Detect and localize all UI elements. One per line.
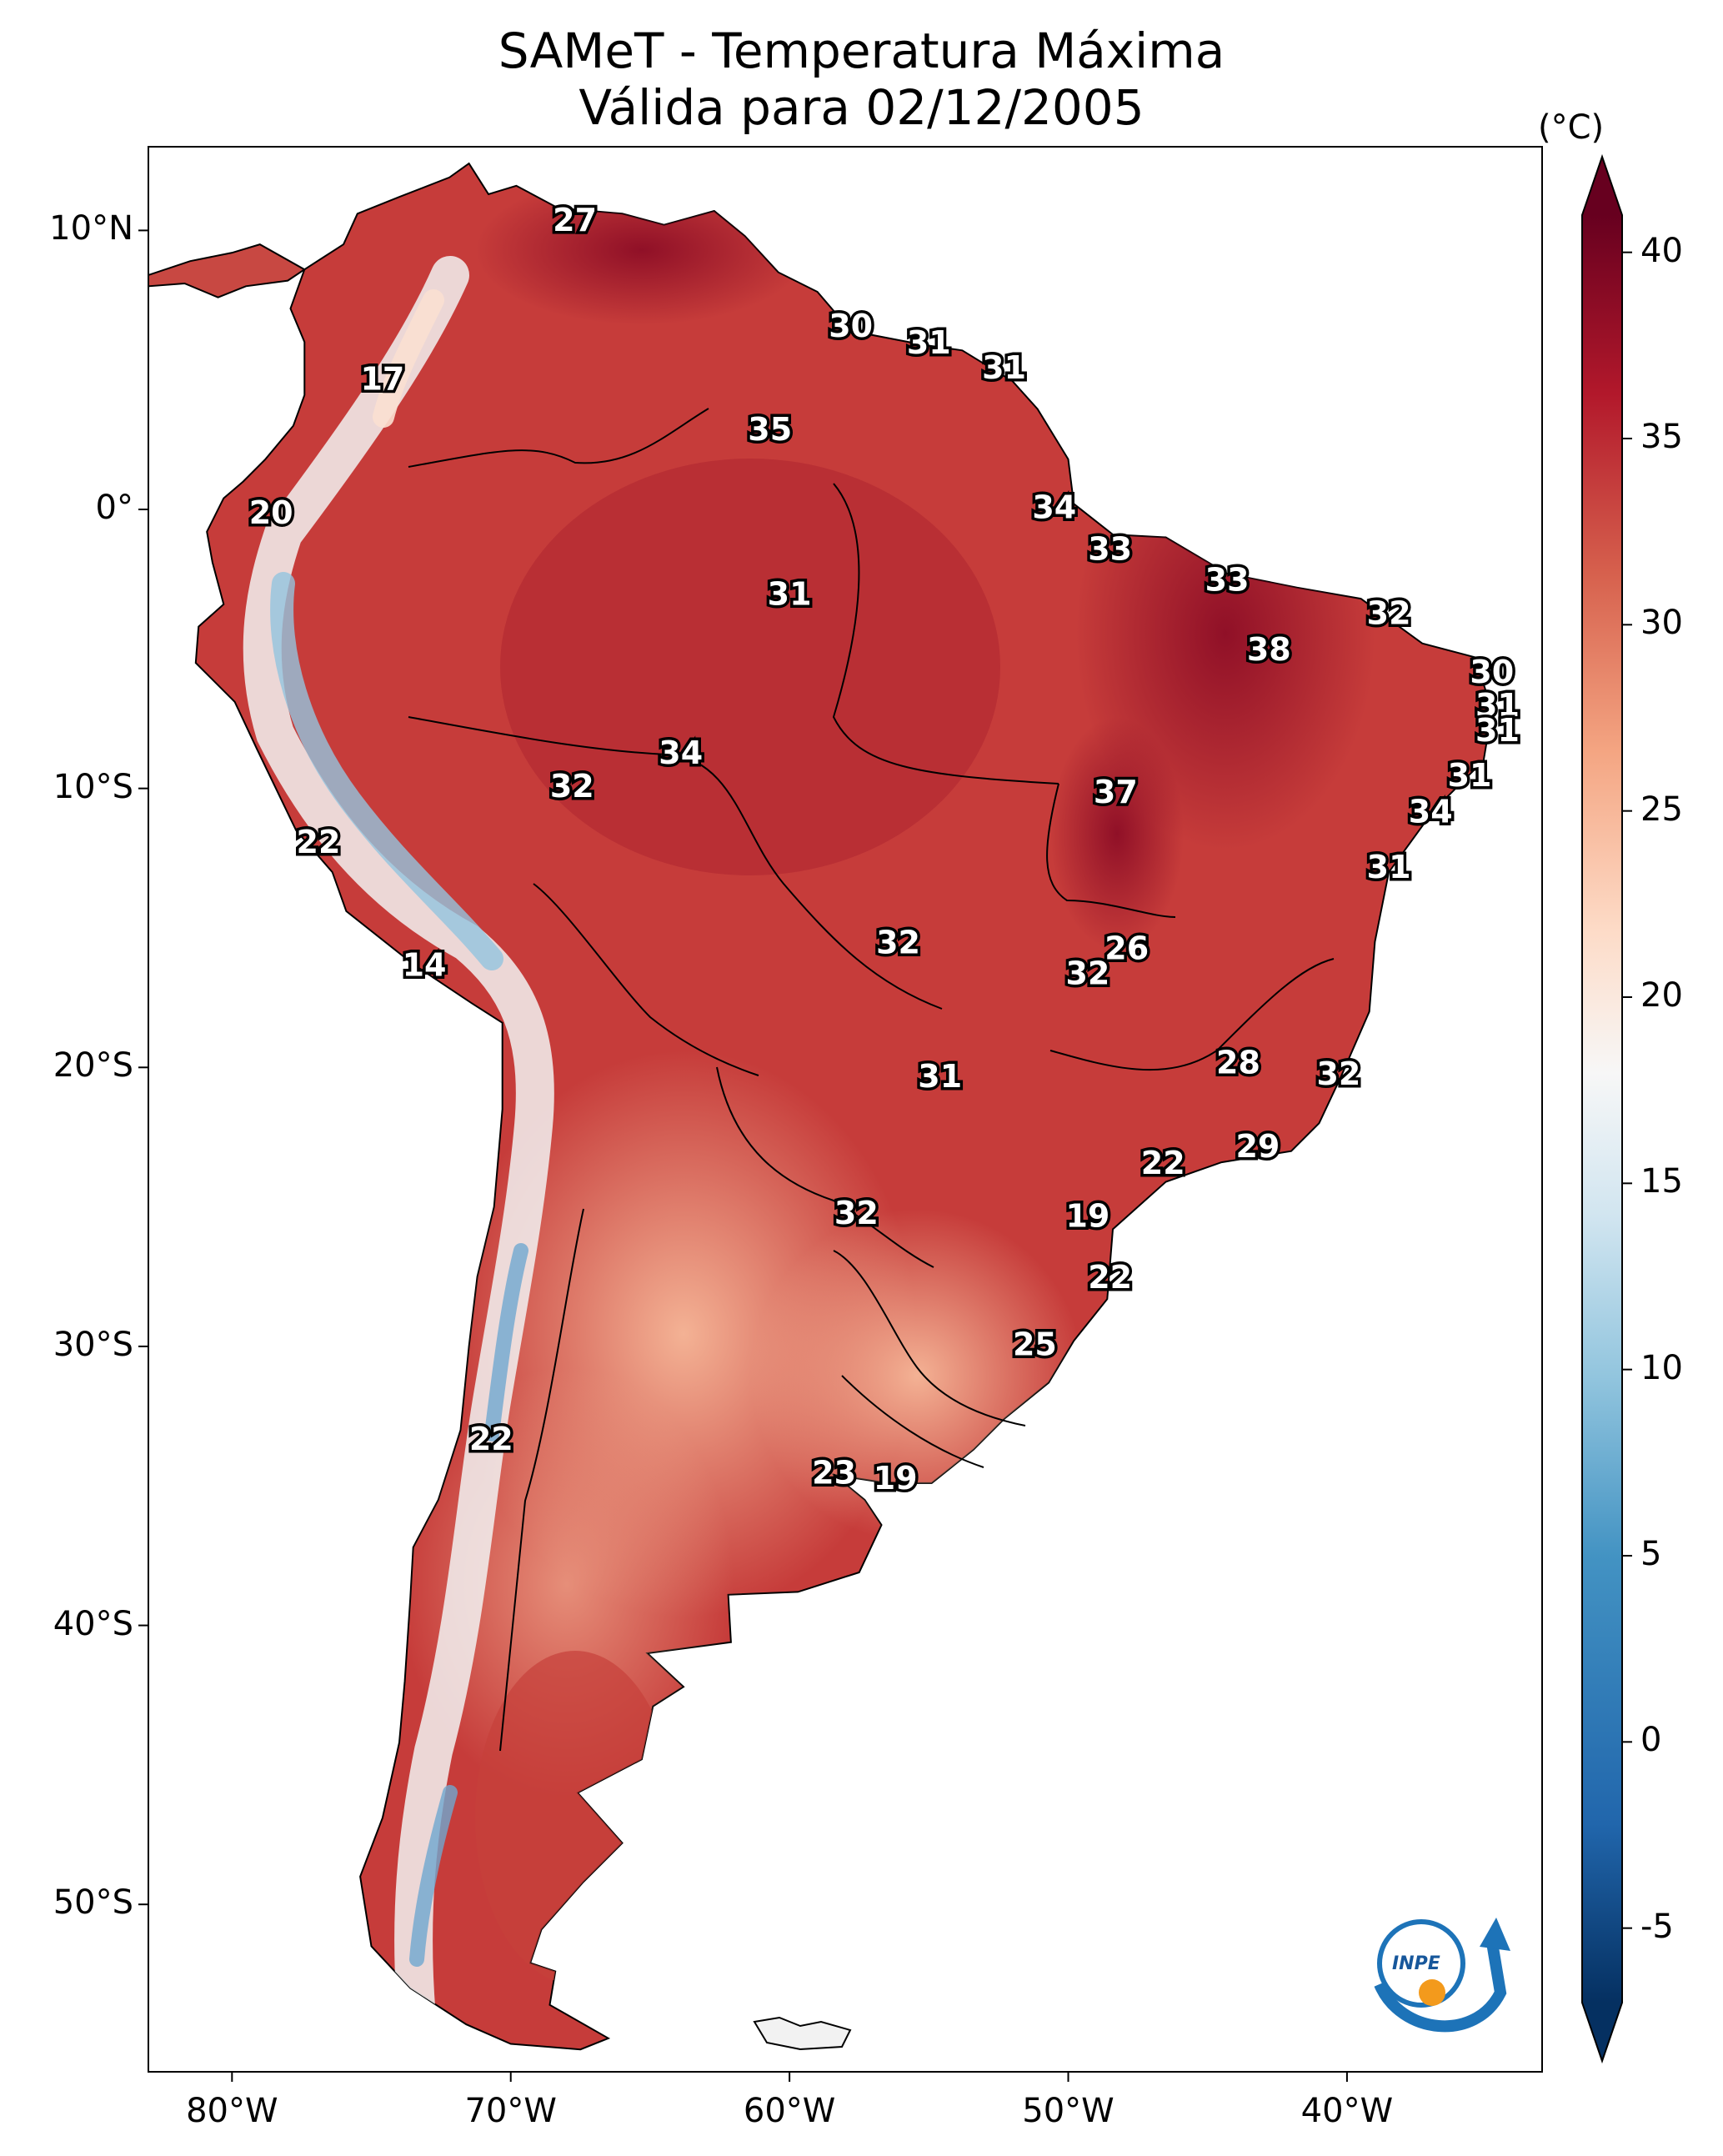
colorbar-tick-label: 10 <box>1640 1348 1683 1387</box>
lon-tick-label: 40°W <box>1300 2092 1394 2130</box>
station-value-label: 34 <box>659 735 703 771</box>
station-value-label: 31 <box>907 324 951 361</box>
station-value-label: 19 <box>874 1460 918 1497</box>
station-value-label: 31 <box>1475 687 1520 724</box>
axis-ticks <box>138 229 1348 2082</box>
lat-tick-label: 0° <box>95 489 133 528</box>
station-value-label: 22 <box>1088 1259 1132 1296</box>
colorbar <box>1581 153 1632 2064</box>
station-value-label: 22 <box>1141 1145 1185 1181</box>
station-value-label: 31 <box>982 349 1026 386</box>
station-value-label: 33 <box>1088 531 1132 568</box>
lat-tick-label: 30°S <box>53 1325 133 1364</box>
lon-tick-label: 50°W <box>1022 2092 1114 2130</box>
lat-tick-label: 10°S <box>53 767 133 806</box>
station-value-label: 26 <box>1104 930 1149 966</box>
station-value-label: 33 <box>1205 562 1250 599</box>
station-value-label: 32 <box>1367 595 1411 632</box>
station-value-label: 35 <box>748 411 792 448</box>
station-value-label: 30 <box>829 308 873 344</box>
colorbar-tick-label: 30 <box>1640 604 1683 643</box>
station-value-label: 22 <box>297 824 341 860</box>
map-subtitle: Válida para 02/12/2005 <box>579 79 1144 136</box>
colorbar-tick-label: -5 <box>1640 1907 1674 1946</box>
lat-tick-label: 40°S <box>53 1604 133 1643</box>
map-title: SAMeT - Temperatura Máxima <box>498 23 1225 79</box>
station-value-label: 32 <box>1316 1055 1360 1092</box>
station-value-label: 37 <box>1094 774 1138 810</box>
station-value-label: 14 <box>403 946 447 983</box>
colorbar-unit: (°C) <box>1538 108 1605 147</box>
lat-tick-label: 10°N <box>49 209 133 248</box>
station-value-label: 32 <box>550 768 594 805</box>
station-value-label: 28 <box>1216 1044 1260 1081</box>
lon-tick-label: 70°W <box>464 2092 557 2130</box>
station-value-label: 32 <box>1065 955 1109 991</box>
station-value-label: 25 <box>1013 1326 1057 1362</box>
station-value-label: 34 <box>1032 489 1076 526</box>
falkland-islands <box>753 2016 852 2051</box>
colorbar-tick-label: 40 <box>1640 231 1683 270</box>
country-borders <box>408 408 1335 1752</box>
inpe-logo: INPE <box>1374 1918 1510 2033</box>
colorbar-tick-label: 25 <box>1640 790 1683 829</box>
station-value-label: 32 <box>834 1195 879 1231</box>
station-value-label: 31 <box>1448 757 1492 794</box>
station-value-label: 34 <box>1409 793 1453 830</box>
colorbar-tick-label: 20 <box>1640 976 1683 1015</box>
station-value-label: 19 <box>1065 1198 1109 1235</box>
south-america-landmass <box>148 162 1493 2051</box>
lon-tick-label: 80°W <box>186 2092 278 2130</box>
map-frame <box>148 146 1543 2073</box>
station-value-label: 17 <box>360 361 404 398</box>
inpe-logo-text: INPE <box>1392 1953 1440 1974</box>
station-value-label: 31 <box>918 1058 962 1095</box>
colorbar-tick-label: 35 <box>1640 418 1683 456</box>
station-value-label: 31 <box>1475 712 1520 749</box>
station-value-label: 27 <box>553 202 597 238</box>
colorbar-tick-label: 5 <box>1640 1535 1662 1573</box>
colorbar-tick-label: 0 <box>1640 1721 1662 1760</box>
lat-tick-label: 20°S <box>53 1046 133 1086</box>
lon-tick-label: 60°W <box>743 2092 836 2130</box>
station-value-label: 32 <box>876 925 920 961</box>
station-value-label: 31 <box>1367 849 1411 885</box>
station-value-label: 30 <box>1470 654 1514 690</box>
colorbar-tick-label: 15 <box>1640 1162 1683 1201</box>
station-value-label: 23 <box>812 1454 856 1491</box>
station-value-label: 22 <box>469 1421 513 1457</box>
panama-isthmus <box>148 243 307 298</box>
station-value-label: 20 <box>249 494 293 531</box>
station-value-label: 31 <box>768 575 812 612</box>
lat-tick-label: 50°S <box>53 1883 133 1923</box>
station-value-label: 38 <box>1247 631 1291 668</box>
station-value-label: 29 <box>1235 1128 1280 1165</box>
